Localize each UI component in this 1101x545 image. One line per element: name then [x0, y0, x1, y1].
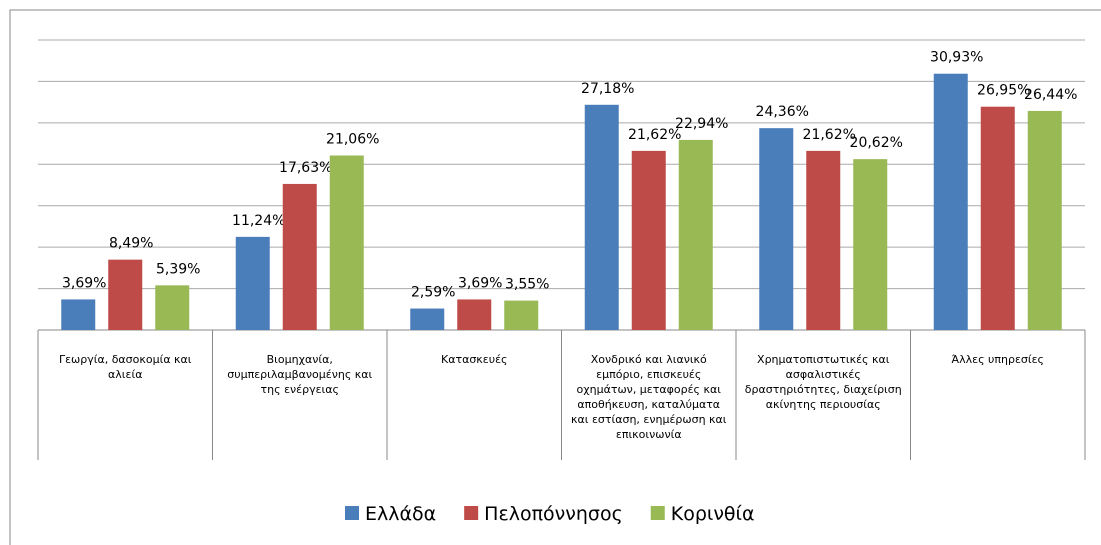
bar: [61, 299, 96, 330]
x-tick-label: Χρηματοπιστωτικές και ασφαλιστικές δραστ…: [744, 353, 902, 411]
x-tick-label: Άλλες υπηρεσίες: [951, 353, 1045, 366]
chart-frame: [9, 9, 1101, 545]
bar: [759, 128, 794, 330]
data-label: 27,18%: [581, 81, 634, 97]
data-label: 20,62%: [850, 135, 903, 151]
bar: [933, 73, 968, 331]
legend-swatch: [345, 506, 359, 520]
data-label: 3,69%: [458, 275, 502, 291]
bar: [853, 159, 888, 330]
bar: [457, 299, 492, 330]
data-label: 21,06%: [326, 132, 379, 148]
bar: [980, 106, 1015, 330]
legend-label: Κορινθία: [671, 503, 755, 525]
data-label: 24,36%: [756, 104, 809, 120]
data-label: 26,44%: [1024, 87, 1077, 103]
bar: [806, 150, 841, 330]
data-label: 17,63%: [279, 160, 332, 176]
legend-label: Ελλάδα: [365, 503, 436, 525]
legend-swatch: [464, 506, 479, 520]
bar: [235, 236, 270, 330]
bar: [1027, 110, 1062, 330]
x-tick-label: Βιομηχανία, συμπεριλαμβανομένης και της …: [227, 353, 373, 396]
bar: [155, 285, 190, 330]
data-label: 21,62%: [803, 127, 856, 143]
bar: [410, 308, 445, 330]
data-label: 11,24%: [232, 213, 285, 229]
bar: [504, 300, 539, 330]
data-label: 22,94%: [675, 116, 728, 132]
bar: [631, 150, 666, 330]
bar: [678, 139, 713, 330]
data-label: 30,93%: [930, 50, 983, 66]
legend-label: Πελοπόννησος: [484, 503, 623, 525]
legend-swatch: [650, 506, 665, 520]
bar: [329, 155, 364, 330]
data-label: 3,69%: [62, 275, 106, 291]
data-label: 26,95%: [977, 83, 1030, 99]
data-label: 3,55%: [505, 277, 549, 293]
bar: [282, 183, 317, 330]
bar: [108, 259, 143, 330]
x-tick-label: Γεωργία, δασοκομία και αλιεία: [58, 353, 192, 381]
data-label: 8,49%: [109, 236, 153, 252]
data-label: 2,59%: [411, 285, 455, 301]
data-label: 21,62%: [628, 127, 681, 143]
x-tick-label: Χονδρικό και λιανικό εμπόριο, επισκευές …: [571, 353, 727, 441]
bar: [584, 104, 619, 331]
x-tick-label: Κατασκευές: [440, 353, 508, 366]
data-label: 5,39%: [156, 261, 200, 277]
